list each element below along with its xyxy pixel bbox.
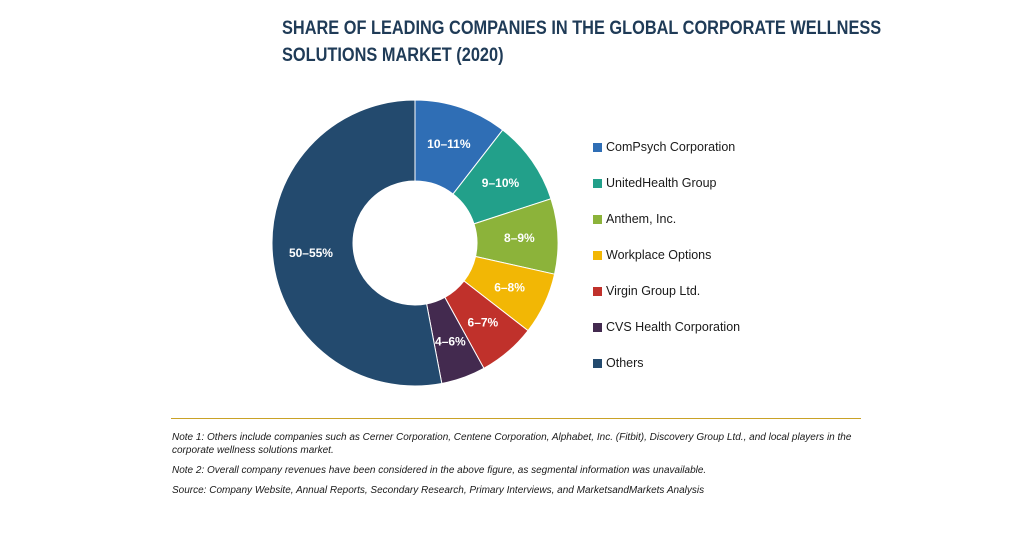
legend-swatch-2	[593, 214, 602, 224]
chart-title: SHARE OF LEADING COMPANIES IN THE GLOBAL…	[282, 15, 882, 69]
slice-label-5: 4–6%	[435, 334, 466, 348]
legend-label-5: CVS Health Corporation	[606, 320, 741, 334]
legend-label-4: Virgin Group Ltd.	[606, 284, 701, 298]
notes-section: Note 1: Others include companies such as…	[172, 431, 862, 504]
legend-label-3: Workplace Options	[606, 248, 712, 262]
slice-label-6: 50–55%	[289, 246, 333, 260]
chart-legend: ComPsych Corporation UnitedHealth Group An…	[593, 129, 740, 381]
legend-label-0: ComPsych Corporation	[606, 140, 736, 154]
legend-item-2: Anthem, Inc.	[593, 201, 740, 237]
legend-item-1: UnitedHealth Group	[593, 165, 740, 201]
legend-item-5: CVS Health Corporation	[593, 309, 740, 345]
legend-label-2: Anthem, Inc.	[606, 212, 677, 226]
source-note: Source: Company Website, Annual Reports,…	[172, 485, 705, 496]
legend-item-6: Others	[593, 345, 740, 381]
chart-title-line-2: SOLUTIONS MARKET (2020)	[282, 45, 504, 66]
legend-swatch-1	[593, 178, 602, 188]
chart-title-line-1: SHARE OF LEADING COMPANIES IN THE GLOBAL…	[282, 18, 882, 39]
note-1: Note 1: Others include companies such as…	[172, 432, 852, 456]
legend-swatch-0	[593, 142, 602, 152]
legend-item-4: Virgin Group Ltd.	[593, 273, 740, 309]
legend-label-6: Others	[606, 356, 644, 370]
slice-label-4: 6–7%	[468, 315, 499, 329]
slice-label-3: 6–8%	[494, 280, 525, 294]
slice-label-0: 10–11%	[427, 137, 471, 151]
legend-label-1: UnitedHealth Group	[606, 176, 717, 190]
legend-item-3: Workplace Options	[593, 237, 740, 273]
legend-swatch-6	[593, 358, 602, 368]
slice-6	[271, 99, 443, 387]
notes-divider	[171, 418, 861, 419]
legend-swatch-3	[593, 250, 602, 260]
note-2: Note 2: Overall company revenues have be…	[172, 465, 707, 476]
slice-label-2: 8–9%	[504, 231, 535, 245]
legend-swatch-4	[593, 286, 602, 296]
slice-label-1: 9–10%	[482, 176, 520, 190]
legend-item-0: ComPsych Corporation	[593, 129, 740, 165]
legend-swatch-5	[593, 322, 602, 332]
